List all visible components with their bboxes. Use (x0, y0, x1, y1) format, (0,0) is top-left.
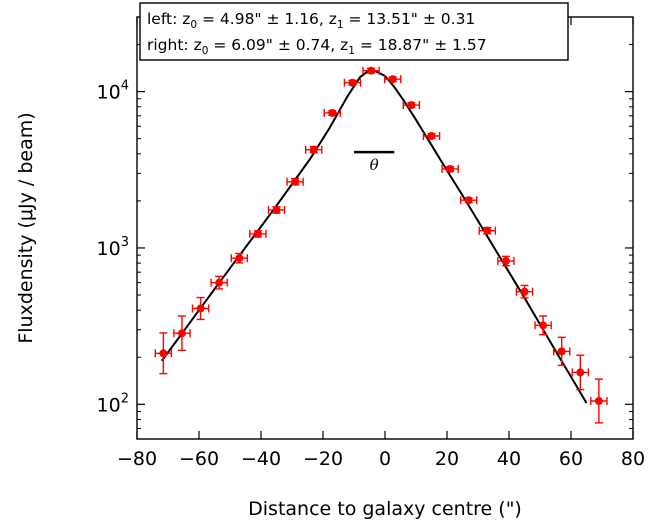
y-axis-label: Fluxdensity (μJy / beam) (15, 112, 37, 343)
data-point (304, 145, 323, 154)
legend-right-prefix: right: z (147, 36, 202, 54)
point-marker (446, 164, 455, 173)
data-point (286, 177, 304, 186)
legend-left-sub0: 0 (190, 19, 197, 31)
y-tick-base: 10 (97, 394, 121, 416)
data-point (402, 101, 421, 110)
fit-curve (160, 69, 588, 404)
legend-box (139, 2, 569, 61)
point-marker (539, 321, 548, 330)
y-tick-exponent: 3 (121, 235, 129, 250)
legend-right-sub1: 1 (348, 45, 355, 57)
point-marker (464, 196, 473, 205)
y-tick-base: 10 (97, 238, 121, 260)
point-marker (520, 287, 529, 296)
point-marker (177, 329, 186, 338)
legend-left-sub1: 1 (337, 19, 344, 31)
data-point (383, 75, 402, 84)
beam-annotation: θ (354, 150, 395, 174)
point-marker (348, 78, 357, 87)
data-point (441, 164, 459, 173)
y-tick-label: 103 (97, 235, 129, 260)
legend-left-suffix: = 13.51" ± 0.31 (344, 10, 476, 28)
data-point (191, 296, 210, 321)
point-marker (557, 347, 566, 356)
legend-right-sub0: 0 (202, 45, 209, 57)
x-tick-label: −60 (179, 448, 219, 470)
point-marker (215, 278, 224, 287)
point-marker (367, 66, 376, 75)
x-axis-label: Distance to galaxy centre (") (248, 498, 522, 520)
data-point (154, 332, 173, 375)
legend-entry-right: right: z0 = 6.09" ± 0.74, z1 = 18.87" ± … (147, 36, 487, 57)
data-point (478, 226, 497, 235)
legend-left-mid: = 4.98" ± 1.16, z (197, 10, 337, 28)
point-marker (501, 257, 510, 266)
point-marker (291, 177, 300, 186)
data-point (323, 108, 342, 117)
x-tick-label: −40 (241, 448, 281, 470)
point-marker (576, 368, 585, 377)
y-tick-label: 104 (97, 79, 129, 104)
x-tick-label: 0 (379, 448, 391, 470)
data-point (173, 315, 191, 352)
data-point (210, 275, 228, 290)
x-tick-label: −20 (303, 448, 343, 470)
y-tick-label: 102 (97, 391, 129, 416)
x-tick-label: −80 (117, 448, 157, 470)
data-point (249, 229, 267, 238)
x-tick-label: 40 (497, 448, 521, 470)
legend-entry-left: left: z0 = 4.98" ± 1.16, z1 = 13.51" ± 0… (147, 10, 475, 31)
point-marker (388, 75, 397, 84)
point-marker (253, 229, 262, 238)
legend-right-suffix: = 18.87" ± 1.57 (355, 36, 487, 54)
point-marker (309, 145, 318, 154)
data-point (590, 378, 608, 424)
x-tick-label: 20 (435, 448, 459, 470)
data-point (571, 354, 590, 391)
data-point (267, 205, 286, 214)
plot-area (136, 16, 634, 440)
point-marker (328, 108, 337, 117)
point-marker (427, 132, 436, 141)
y-tick-exponent: 2 (121, 391, 129, 406)
y-tick-base: 10 (97, 82, 121, 104)
data-point (534, 315, 552, 336)
x-tick-labels: −80 −60 −40 −20 0 20 40 60 80 (117, 448, 645, 470)
point-marker (196, 304, 205, 313)
x-tick-label: 80 (621, 448, 645, 470)
data-point (422, 132, 441, 141)
data-point (459, 196, 478, 205)
x-tick-label: 60 (559, 448, 583, 470)
data-point (497, 255, 515, 267)
point-marker (483, 226, 492, 235)
y-tick-exponent: 4 (121, 79, 129, 94)
point-marker (159, 349, 168, 358)
data-point (362, 66, 380, 75)
legend-left-prefix: left: z (147, 10, 190, 28)
point-marker (594, 396, 603, 405)
data-point (343, 78, 362, 87)
legend-right-mid: = 6.09" ± 0.74, z (208, 36, 348, 54)
point-marker (407, 101, 416, 110)
data-point (515, 284, 534, 299)
point-marker (235, 254, 244, 263)
legend: left: z0 = 4.98" ± 1.16, z1 = 13.51" ± 0… (139, 2, 569, 61)
data-point (552, 336, 571, 367)
data-point (230, 252, 249, 264)
point-marker (272, 205, 281, 214)
beam-size-label: θ (370, 156, 379, 174)
